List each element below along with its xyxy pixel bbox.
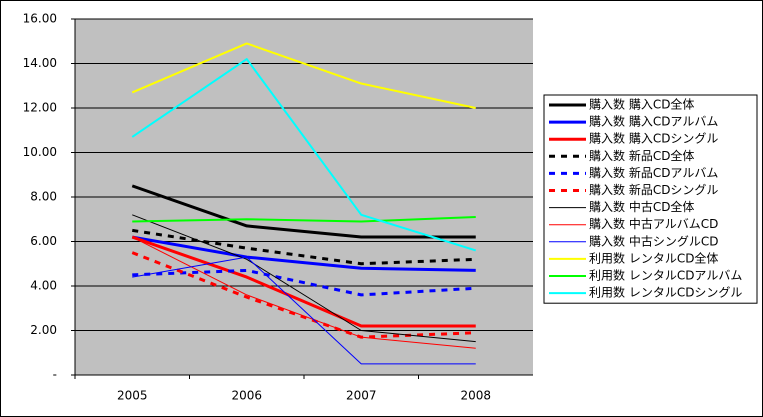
series-line [131, 235, 476, 328]
y-tick-label: 4.00 [30, 279, 57, 293]
y-tick-label: 6.00 [30, 234, 57, 248]
series-line [131, 184, 476, 239]
series-line [131, 251, 476, 339]
legend-label: 購入数 購入CDシングル [589, 131, 718, 146]
x-tick-label: 2008 [460, 389, 491, 403]
y-tick-label: 8.00 [30, 190, 57, 204]
series-line [132, 268, 476, 297]
series-line [131, 235, 476, 272]
legend-label: 購入数 新品CDシングル [589, 182, 718, 197]
legend-label: 購入数 中古アルバムCD [589, 216, 718, 231]
legend-label: 購入数 新品CDアルバム [589, 165, 718, 180]
y-tick-label: - [53, 368, 57, 382]
x-tick-label: 2005 [117, 389, 148, 403]
series-line [131, 42, 476, 109]
series-line [132, 214, 476, 343]
legend-label: 利用数 レンタルCDシングル [589, 285, 742, 300]
series-line [132, 236, 476, 349]
series-line [132, 228, 476, 266]
legend-label: 購入数 購入CD全体 [589, 97, 694, 112]
legend-label: 購入数 中古CD全体 [589, 199, 694, 214]
legend-box [543, 94, 758, 304]
legend-label: 購入数 新品CD全体 [589, 148, 694, 163]
legend-label: 購入数 中古シングルCD [589, 233, 718, 248]
series-line [132, 216, 476, 223]
y-tick-label: 10.00 [23, 145, 57, 159]
x-tick-label: 2006 [231, 389, 262, 403]
legend-label: 購入数 購入CDアルバム [589, 114, 718, 129]
legend-label: 利用数 レンタルCDアルバム [589, 268, 742, 283]
series-line [132, 256, 476, 365]
legend-label: 利用数 レンタルCD全体 [589, 250, 718, 265]
y-tick-label: 2.00 [30, 323, 57, 337]
y-tick-label: 12.00 [23, 101, 57, 115]
y-tick-label: 14.00 [23, 56, 57, 70]
series-line [131, 58, 477, 252]
x-tick-label: 2007 [346, 389, 377, 403]
y-tick-label: 16.00 [23, 12, 57, 26]
